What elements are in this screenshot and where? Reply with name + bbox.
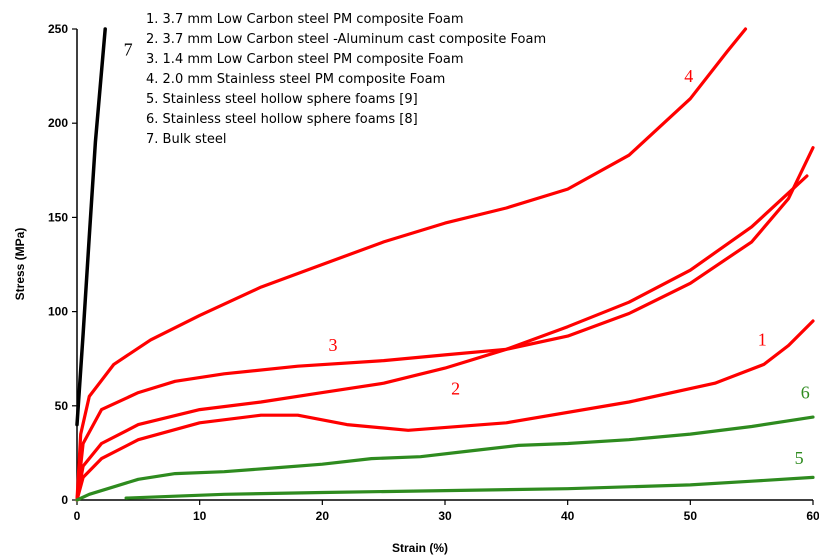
curve-label-1: 1 (758, 330, 767, 350)
series-line-4 (75, 27, 748, 502)
x-tick-label: 40 (561, 509, 575, 523)
x-tick-label: 50 (684, 509, 698, 523)
x-tick-label: 0 (74, 509, 81, 523)
x-tick-label: 10 (193, 509, 207, 523)
legend-entry-5: 5. Stainless steel hollow sphere foams [… (146, 92, 418, 107)
curve-label-2: 2 (451, 378, 460, 398)
legend: 1. 3.7 mm Low Carbon steel PM composite … (146, 12, 546, 147)
curve-label-6: 6 (801, 382, 810, 402)
series-line-7 (75, 27, 107, 427)
y-tick-label: 0 (61, 493, 68, 507)
legend-entry-2: 2. 3.7 mm Low Carbon steel -Aluminum cas… (146, 32, 546, 47)
legend-entry-4: 4. 2.0 mm Stainless steel PM composite F… (146, 72, 445, 87)
plot-area: 0 10 20 30 40 50 60 0 50 100 150 200 250 1 2 3 4 5 6 7 (48, 22, 819, 523)
series-layer (75, 27, 815, 502)
y-tick-label: 50 (55, 399, 69, 413)
curve-label-5: 5 (795, 448, 804, 468)
y-tick-label: 250 (48, 22, 68, 36)
x-tick-label: 30 (438, 509, 452, 523)
series-line-2 (75, 174, 809, 502)
legend-entry-3: 3. 1.4 mm Low Carbon steel PM composite … (146, 52, 463, 67)
series-line-3 (75, 146, 815, 502)
x-tick-label: 60 (806, 509, 819, 523)
y-axis-ticks: 0 50 100 150 200 250 (48, 22, 77, 507)
x-axis-ticks: 0 10 20 30 40 50 60 (74, 500, 819, 523)
x-tick-label: 20 (316, 509, 330, 523)
series-line-5 (124, 475, 815, 500)
series-line-1 (75, 319, 815, 502)
y-tick-label: 150 (48, 210, 68, 224)
y-tick-label: 100 (48, 305, 68, 319)
x-axis-title: Strain (%) (392, 541, 448, 555)
series-line-6 (75, 415, 815, 502)
y-axis-title: Stress (MPa) (13, 228, 27, 301)
legend-entry-1: 1. 3.7 mm Low Carbon steel PM composite … (146, 12, 463, 27)
legend-entry-6: 6. Stainless steel hollow sphere foams [… (146, 112, 418, 127)
curve-label-4: 4 (684, 66, 693, 86)
curve-label-3: 3 (328, 335, 337, 355)
legend-entry-7: 7. Bulk steel (146, 132, 226, 147)
y-tick-label: 200 (48, 116, 68, 130)
curve-label-7: 7 (124, 39, 133, 59)
curve-labels: 1 2 3 4 5 6 7 (124, 39, 810, 468)
